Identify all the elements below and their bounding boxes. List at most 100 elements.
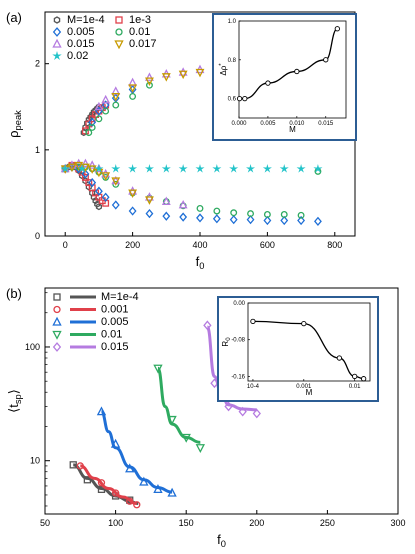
- data-point: [94, 186, 103, 196]
- data-point: [314, 216, 322, 227]
- inset-y-label-a: Δρ*: [219, 63, 228, 76]
- inset-x-tick-label-b: 10-4: [247, 384, 260, 390]
- data-point: [210, 378, 219, 389]
- data-point: [252, 408, 261, 419]
- inset-frame-a: [212, 13, 357, 141]
- legend-marker: [52, 27, 62, 37]
- legend-marker: [115, 16, 123, 24]
- data-point: [145, 196, 154, 205]
- data-point: [280, 211, 288, 218]
- data-point: [195, 164, 205, 173]
- legend-marker: [52, 316, 62, 326]
- legend-marker: [114, 40, 124, 50]
- x-tick-label-b: 50: [40, 518, 50, 528]
- data-point: [88, 177, 97, 188]
- x-tick-label-b: 200: [249, 518, 264, 528]
- data-point: [203, 320, 212, 331]
- inset-x-tick-label-a: 0.010: [289, 121, 305, 127]
- x-tick-label-a: 800: [327, 240, 342, 250]
- data-point: [162, 211, 171, 221]
- inset-x-tick-label-a: 0.005: [260, 121, 276, 127]
- data-point: [297, 215, 306, 226]
- data-point: [196, 204, 204, 212]
- data-point: [83, 476, 92, 484]
- data-point: [126, 497, 134, 505]
- data-point: [101, 94, 111, 104]
- data-point: [94, 101, 104, 111]
- data-point: [246, 164, 256, 173]
- panel-label-b: (b): [6, 286, 22, 301]
- data-point: [297, 211, 305, 219]
- x-tick-label-a: 600: [260, 240, 275, 250]
- data-point: [81, 127, 89, 135]
- data-point: [195, 68, 205, 78]
- x-tick-label-b: 250: [320, 518, 335, 528]
- data-point: [144, 164, 154, 173]
- inset-point-a: [334, 26, 340, 32]
- data-point: [129, 92, 137, 100]
- data-point: [161, 73, 171, 82]
- data-point: [111, 92, 121, 102]
- data-point: [196, 213, 204, 223]
- inset-point-a: [323, 57, 329, 63]
- data-point: [81, 169, 90, 179]
- fit-line: [156, 366, 201, 444]
- inset-point-b: [250, 318, 256, 325]
- data-point: [280, 215, 289, 226]
- inset-y-tick-label-b: 0.00: [233, 301, 245, 307]
- data-point: [76, 462, 84, 470]
- inset-point-a: [294, 68, 300, 75]
- legend-label: 0.015: [67, 38, 95, 50]
- legend-marker: [52, 50, 62, 61]
- data-point: [110, 438, 121, 448]
- legend-label: 0.017: [129, 38, 157, 50]
- legend-marker: [53, 16, 61, 24]
- data-point: [88, 117, 97, 127]
- x-tick-label-a: 200: [125, 240, 140, 250]
- x-axis-label-b: f0: [217, 532, 226, 549]
- data-point: [212, 164, 222, 173]
- inset-point-b: [336, 355, 343, 361]
- data-point: [133, 501, 141, 509]
- data-point: [95, 203, 102, 211]
- inset-y-tick-label-a: 1.0: [228, 19, 237, 25]
- fit-line: [79, 464, 137, 506]
- data-point: [128, 206, 137, 216]
- inset-y-tick-label-a: 0.8: [228, 58, 237, 64]
- data-point: [178, 199, 188, 209]
- legend-marker: [52, 38, 62, 48]
- inset-x-label-b: M: [306, 388, 313, 397]
- inset-axes-b: [247, 302, 371, 382]
- y-tick-label-a: 1: [35, 145, 40, 155]
- legend-label: M=1e-4: [67, 14, 105, 26]
- data-point: [238, 406, 247, 417]
- data-point: [92, 197, 99, 205]
- data-point: [161, 164, 171, 173]
- data-point: [179, 212, 188, 222]
- legend-label: 0.02: [67, 50, 88, 62]
- data-point: [96, 406, 107, 416]
- y-tick-label-b: 10: [30, 456, 40, 466]
- data-point: [112, 101, 120, 109]
- data-point: [101, 168, 111, 178]
- data-point: [85, 129, 93, 137]
- legend-label: 0.005: [101, 316, 129, 328]
- inset-y-tick-label-a: 0.6: [228, 97, 237, 103]
- legend-label: M=1e-4: [101, 291, 139, 303]
- data-point: [111, 200, 120, 210]
- data-point: [224, 401, 233, 412]
- data-point: [128, 186, 138, 195]
- x-tick-label-b: 150: [179, 518, 194, 528]
- data-point: [88, 123, 96, 131]
- inset-frame-b: [217, 296, 379, 402]
- legend-label: 0.01: [101, 329, 122, 341]
- data-point: [146, 81, 153, 89]
- inset-y-tick-label-b: -0.08: [231, 338, 245, 344]
- inset-y-tick-label-b: -0.16: [231, 374, 245, 380]
- data-point: [178, 67, 188, 76]
- data-point: [74, 161, 84, 171]
- data-point: [102, 107, 110, 115]
- legend-marker: [53, 293, 61, 301]
- data-point: [161, 196, 171, 205]
